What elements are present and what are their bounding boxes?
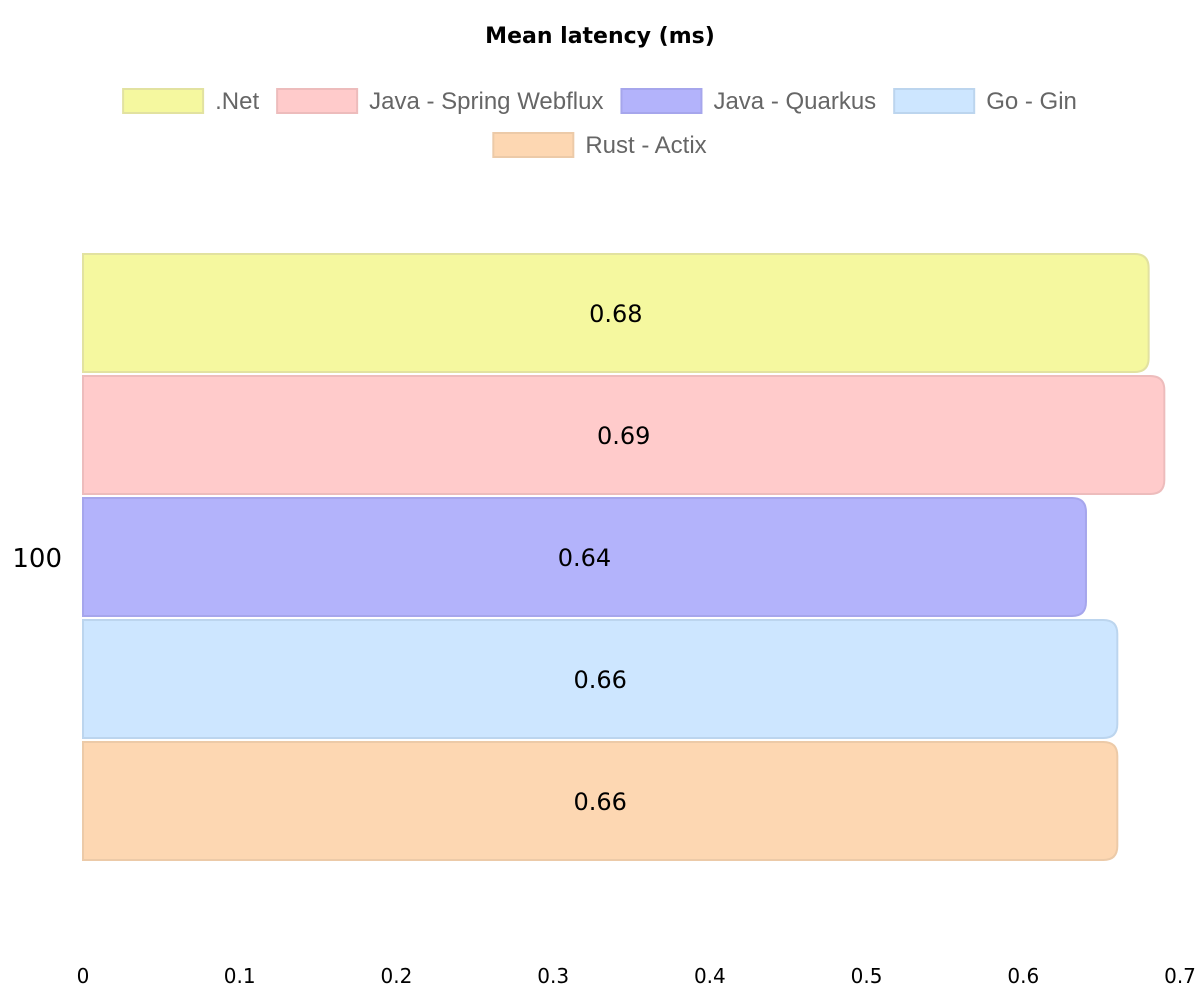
bar-5	[82, 741, 1119, 861]
legend-item-2-swatch	[276, 88, 359, 114]
x-axis: 0 0.1 0.2 0.3 0.4 0.5 0.6 0.7	[77, 964, 1196, 988]
legend-item-4-label: Go - Gin	[986, 88, 1077, 115]
bar-3	[82, 497, 1087, 617]
x-tick-label-7: 0.6	[1007, 964, 1039, 988]
chart-title: Mean latency (ms)	[485, 24, 715, 49]
bar-5-value-label: 0.66	[573, 788, 626, 816]
x-tick-label-6: 0.5	[851, 964, 883, 988]
x-tick-label-4: 0.3	[537, 964, 569, 988]
x-tick-label-3: 0.2	[381, 964, 413, 988]
legend-item-3-label: Java - Quarkus	[713, 88, 876, 115]
bars-group: 0.68 0.69 0.64 0.66 0.66	[82, 253, 1166, 861]
x-tick-label-5: 0.4	[694, 964, 726, 988]
legend-item-2-label: Java - Spring Webflux	[369, 88, 603, 115]
legend-item-1-label: .Net	[215, 88, 259, 115]
legend-item-5-label: Rust - Actix	[585, 132, 706, 159]
x-tick-label-1: 0	[77, 964, 90, 988]
legend-item-1-swatch	[122, 88, 205, 114]
legend-item-5-swatch	[492, 132, 575, 158]
legend: .Net Java - Spring Webflux Java - Quarkus G…	[122, 88, 1077, 159]
bar-4-value-label: 0.66	[573, 666, 626, 694]
bar-4	[82, 619, 1119, 739]
bar-3-value-label: 0.64	[558, 544, 611, 572]
x-tick-label-2: 0.1	[224, 964, 256, 988]
category-label-1: 100	[12, 544, 62, 574]
x-tick-label-8: 0.7	[1164, 964, 1196, 988]
bar-2-value-label: 0.69	[597, 422, 650, 450]
bar-1-value-label: 0.68	[589, 300, 642, 328]
category-axis: 100	[12, 544, 62, 574]
bar-1	[82, 253, 1150, 373]
legend-item-3-swatch	[620, 88, 703, 114]
legend-item-4-swatch	[893, 88, 976, 114]
bar-2	[82, 375, 1166, 495]
